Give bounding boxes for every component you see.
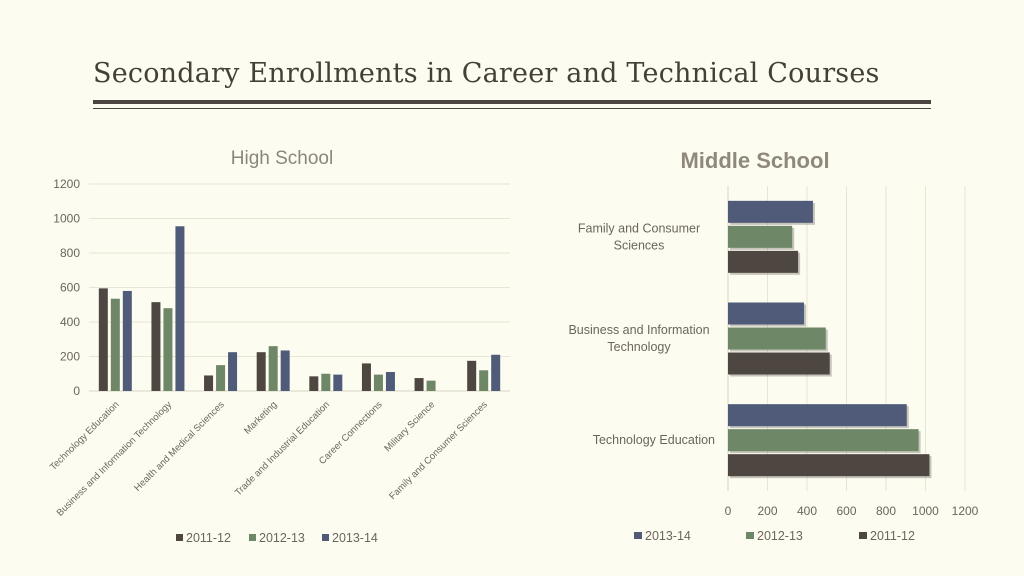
hs-legend-swatch [176,534,183,541]
hs-bar-2012-13-trade-and-industrial-education [321,373,331,391]
hs-bar-2013-14-health-and-medical-sciences [228,352,238,391]
ms-legend-label: 2012-13 [757,529,803,543]
ms-y-tick-label: Business and Information [568,323,709,337]
hs-y-tick-label: 200 [60,350,80,364]
hs-y-tick-label: 400 [60,315,80,329]
ms-y-tick-label: Technology [607,340,671,354]
ms-bar-2013-14-family-and-consumer-sciences [728,200,813,223]
ms-legend-swatch [634,532,642,539]
hs-bar-2011-12-military-science [414,378,424,391]
ms-x-tick-label: 800 [876,504,896,518]
ms-bar-2013-14-technology-education [728,404,907,427]
ms-legend-label: 2013-14 [645,529,691,543]
ms-bar-2013-14-business-and-information-technology [728,302,805,325]
ms-bar-2011-12-technology-education [728,454,930,477]
ms-chart-title: Middle School [680,148,829,173]
ms-x-tick-label: 1200 [952,504,979,518]
ms-x-tick-label: 400 [797,504,817,518]
hs-bar-2012-13-marketing [268,346,278,391]
hs-bar-2011-12-career-connections [361,363,371,391]
hs-legend-label: 2011-12 [186,531,231,545]
ms-bar-2011-12-family-and-consumer-sciences [728,250,799,273]
ms-x-tick-label: 0 [725,504,732,518]
hs-bar-2012-13-health-and-medical-sciences [216,365,226,391]
hs-bar-2012-13-military-science [426,380,436,391]
hs-y-tick-label: 600 [60,281,80,295]
ms-bar-2011-12-business-and-information-technology [728,352,830,375]
hs-y-tick-label: 0 [73,384,80,398]
hs-y-tick-label: 1000 [53,212,80,226]
hs-y-tick-label: 800 [60,246,80,260]
hs-bar-2013-14-family-and-consumer-sciences [491,354,501,391]
hs-legend-swatch [249,534,256,541]
hs-bar-2012-13-career-connections [373,374,383,391]
ms-bar-2012-13-business-and-information-technology [728,327,826,350]
ms-legend-swatch [859,532,867,539]
hs-bar-2011-12-business-and-information-technology [151,302,161,391]
ms-y-tick-label: Sciences [614,238,665,252]
ms-x-tick-label: 600 [836,504,856,518]
ms-legend-label: 2011-12 [870,529,915,543]
title-rule-thin [93,108,931,109]
ms-y-tick-label: Family and Consumer [578,221,700,235]
ms-x-tick-label: 1000 [912,504,939,518]
page-title: Secondary Enrollments in Career and Tech… [93,58,880,89]
hs-chart-title: High School [231,148,333,169]
hs-legend-label: 2013-14 [332,531,378,545]
hs-bar-2011-12-health-and-medical-sciences [204,375,214,391]
ms-x-tick-label: 200 [757,504,777,518]
hs-bar-2013-14-business-and-information-technology [175,226,185,391]
hs-bar-2011-12-marketing [256,352,266,391]
ms-legend-swatch [746,532,754,539]
hs-bar-2011-12-trade-and-industrial-education [309,376,319,391]
title-rule-thick [93,100,931,104]
hs-y-tick-label: 1200 [53,177,80,191]
hs-bar-2012-13-business-and-information-technology [163,308,173,391]
hs-legend-swatch [322,534,329,541]
hs-bar-2013-14-trade-and-industrial-education [333,374,343,391]
hs-legend-label: 2012-13 [259,531,305,545]
hs-bar-2012-13-technology-education [110,298,120,391]
ms-y-tick-label: Technology Education [593,433,715,447]
hs-bar-2012-13-family-and-consumer-sciences [479,370,489,391]
hs-bar-2013-14-career-connections [385,372,395,391]
hs-bar-2011-12-family-and-consumer-sciences [467,360,477,391]
hs-bar-2011-12-technology-education [98,288,108,391]
hs-bar-2013-14-marketing [280,350,290,391]
ms-bar-2012-13-technology-education [728,429,919,452]
hs-bar-2013-14-technology-education [122,290,132,391]
ms-bar-2012-13-family-and-consumer-sciences [728,225,793,248]
